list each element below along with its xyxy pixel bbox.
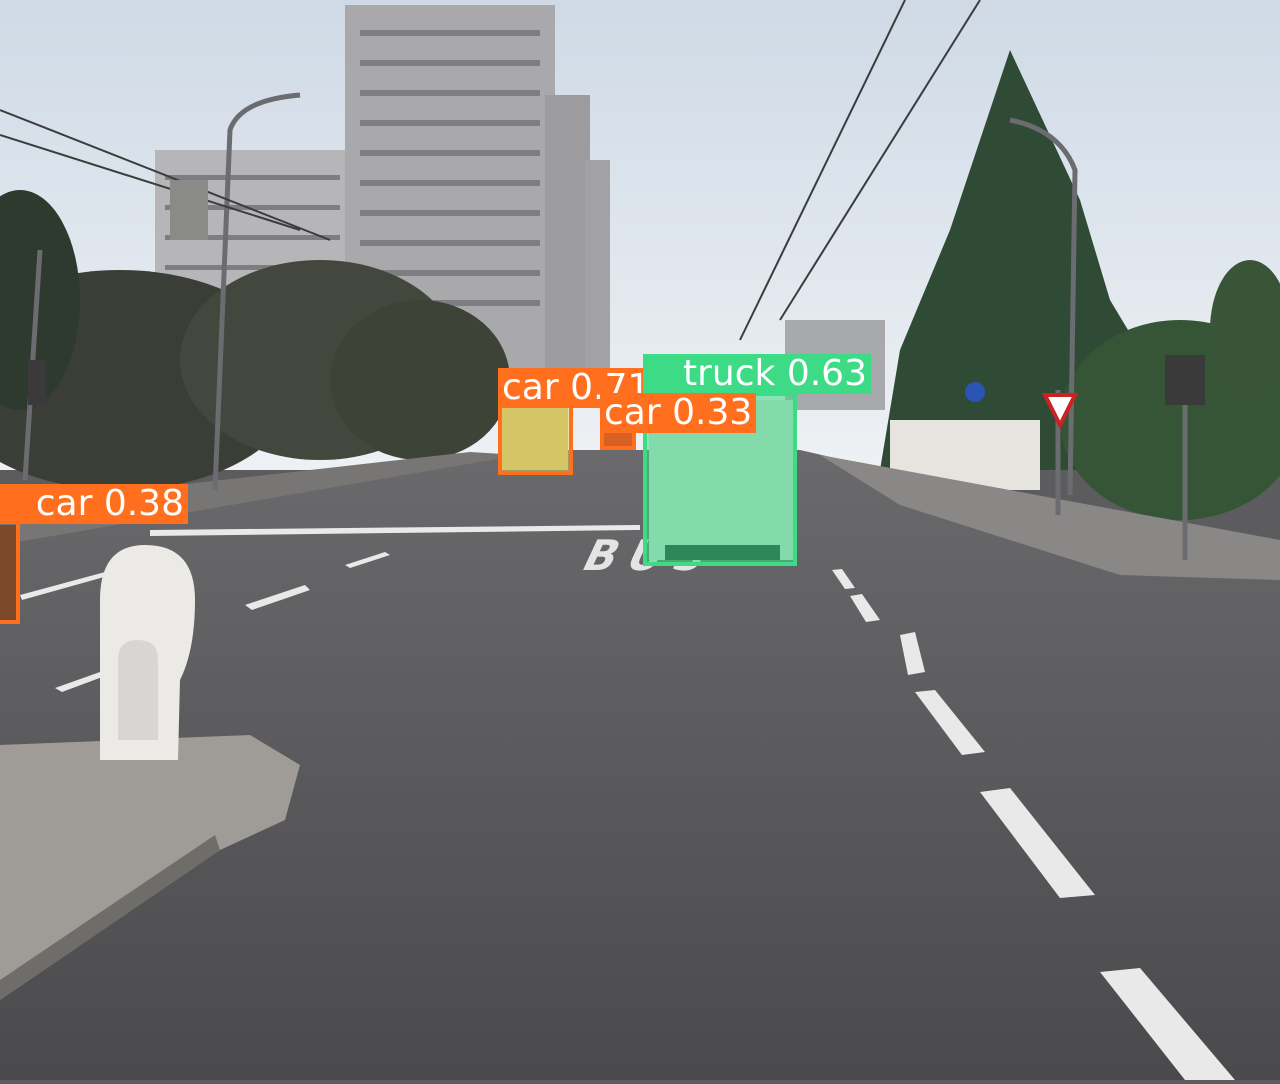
traffic-signs: [28, 180, 1205, 430]
trees-right: [880, 50, 1280, 520]
overhead-wires: [0, 0, 981, 341]
traffic-island: [0, 735, 300, 1000]
detection-label-car-3: car 0.38: [0, 484, 188, 524]
trees-left: [0, 190, 510, 490]
sidewalk-right: [820, 455, 1280, 580]
detection-label-car-2: car 0.33: [600, 393, 757, 433]
bollard: [100, 545, 195, 760]
detection-box-car-1: [498, 400, 573, 475]
detection-label-truck-1: truck 0.63: [643, 354, 871, 394]
lane-markings: [20, 525, 1235, 1080]
road-surface: [0, 450, 1280, 1080]
detection-box-car-3: [0, 520, 20, 624]
